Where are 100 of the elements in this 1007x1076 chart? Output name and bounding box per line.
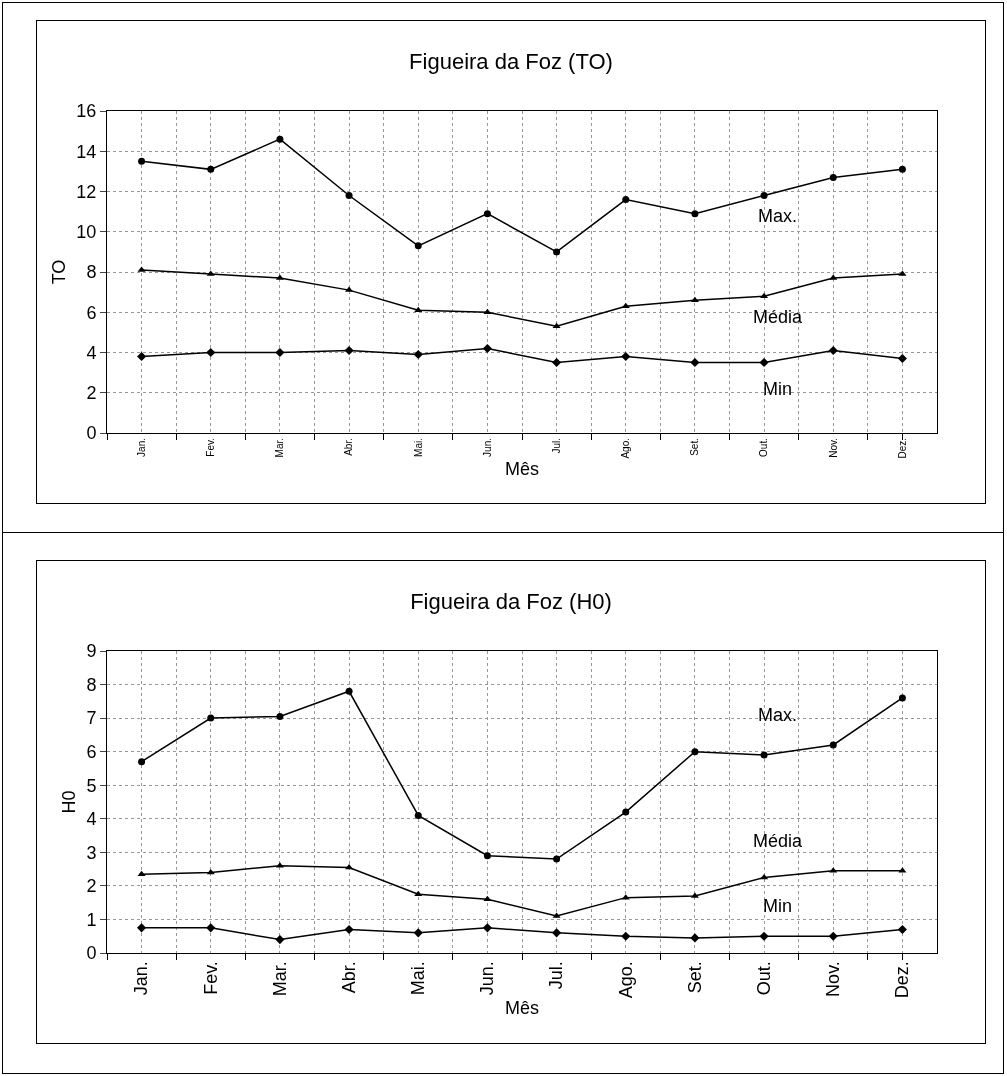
y-tick-label: 7 — [86, 708, 97, 729]
point — [275, 347, 285, 358]
point — [483, 210, 491, 218]
point — [345, 863, 354, 870]
x-tick-label: Ago. — [620, 438, 631, 459]
point — [207, 714, 215, 722]
point — [414, 811, 422, 819]
y-tick-label: 16 — [76, 101, 97, 122]
point — [828, 345, 838, 356]
point — [138, 758, 146, 766]
point — [622, 196, 630, 204]
x-tick-label: Jul. — [546, 961, 567, 990]
y-tick-label: 2 — [86, 876, 97, 897]
x-tick-label: Mai. — [412, 438, 424, 457]
series-label: Min — [763, 896, 793, 916]
point — [553, 855, 561, 863]
point — [345, 192, 353, 200]
x-tick-label: Fev. — [200, 961, 221, 995]
point — [760, 192, 768, 200]
y-tick-label: 14 — [76, 141, 97, 162]
point — [276, 135, 284, 143]
point — [759, 931, 769, 941]
point — [691, 210, 699, 218]
point — [691, 748, 699, 756]
y-tick-label: 6 — [86, 741, 97, 762]
y-tick-label: 3 — [86, 842, 97, 863]
point — [760, 751, 768, 759]
y-axis-title: TO — [48, 259, 69, 285]
point — [483, 895, 492, 902]
y-tick-label: 2 — [86, 383, 97, 404]
point — [344, 345, 354, 356]
point — [829, 741, 837, 749]
point — [690, 358, 700, 368]
point — [137, 351, 147, 362]
x-tick-label: Abr. — [343, 438, 355, 456]
point — [206, 868, 215, 875]
y-tick-label: 4 — [86, 809, 97, 830]
x-tick-label: Fev. — [205, 438, 216, 457]
point — [898, 165, 906, 173]
point — [345, 687, 353, 695]
point — [207, 165, 215, 173]
point — [413, 928, 423, 938]
x-tick-label: Dez. — [892, 961, 913, 999]
point — [275, 935, 285, 945]
x-tick-label: Set. — [689, 438, 701, 456]
y-tick-label: 0 — [86, 943, 97, 964]
y-tick-label: 5 — [86, 775, 97, 796]
x-axis-title: Mês — [504, 458, 540, 479]
point — [828, 931, 838, 941]
point — [898, 694, 906, 702]
x-tick-label: Mar. — [274, 438, 286, 458]
point — [690, 933, 700, 943]
x-tick-label: Mai. — [408, 961, 429, 996]
point — [621, 351, 631, 362]
y-axis-title: H0 — [58, 790, 79, 814]
point — [483, 852, 491, 860]
x-tick-label: Jul. — [550, 438, 562, 454]
point — [482, 343, 492, 354]
chart-title: Figueira da Foz (H0) — [410, 588, 612, 614]
x-tick-label: Jun. — [481, 438, 493, 457]
y-tick-label: 9 — [86, 641, 97, 662]
point — [414, 242, 422, 250]
point — [413, 349, 423, 360]
series-label: Max. — [758, 206, 798, 226]
point — [622, 808, 630, 816]
point — [759, 358, 769, 368]
point — [552, 358, 562, 368]
point — [344, 924, 354, 935]
y-tick-label: 1 — [86, 909, 97, 930]
x-tick-label: Jun. — [477, 961, 498, 996]
x-tick-label: Dez. — [896, 438, 908, 459]
y-tick-label: 8 — [86, 674, 97, 695]
series-label: Média — [753, 307, 804, 327]
y-tick-label: 12 — [76, 181, 97, 202]
series-label: Min — [763, 379, 793, 399]
point — [138, 157, 146, 165]
point — [414, 890, 423, 897]
chart-title: Figueira da Foz (TO) — [409, 48, 613, 74]
x-tick-label: Out. — [758, 438, 770, 457]
x-tick-label: Nov. — [827, 438, 839, 458]
point — [482, 923, 492, 933]
x-tick-label: Jan. — [135, 438, 147, 457]
point — [276, 712, 284, 720]
y-tick-label: 0 — [86, 423, 97, 444]
point — [552, 322, 561, 329]
x-tick-label: Out. — [753, 961, 774, 996]
point — [137, 923, 147, 933]
y-tick-label: 10 — [76, 222, 97, 243]
x-tick-label: Mar. — [269, 961, 290, 997]
x-tick-label: Set. — [684, 961, 705, 994]
point — [829, 173, 837, 181]
point — [897, 924, 907, 935]
x-tick-label: Ago. — [615, 961, 636, 999]
x-tick-label: Abr. — [338, 961, 359, 994]
x-tick-label: Nov. — [823, 961, 844, 997]
x-axis-title: Mês — [504, 998, 540, 1019]
y-tick-label: 4 — [86, 342, 97, 363]
x-tick-label: Jan. — [131, 961, 152, 996]
point — [552, 928, 562, 938]
series-label: Max. — [758, 705, 798, 725]
